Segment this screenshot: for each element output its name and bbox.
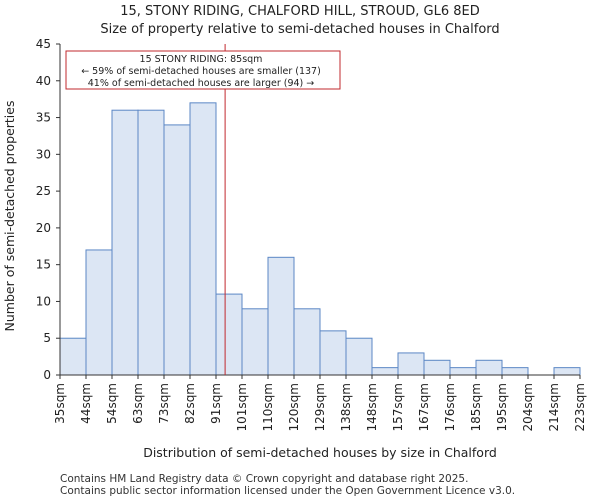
bar-63sqm <box>137 109 165 376</box>
y-tick-label: 5 <box>43 331 51 345</box>
x-tick-label: 195sqm <box>495 383 509 431</box>
bar-185sqm <box>475 359 503 376</box>
y-tick-label: 30 <box>36 147 51 161</box>
chart-subtitle: Size of property relative to semi-detach… <box>100 22 500 37</box>
x-tick-label: 176sqm <box>443 383 457 431</box>
bar-138sqm <box>345 337 373 376</box>
x-tick-label: 148sqm <box>365 383 379 431</box>
x-tick-label: 73sqm <box>157 383 171 424</box>
y-tick-label: 45 <box>36 37 51 51</box>
y-tick-label: 40 <box>36 74 51 88</box>
x-tick-label: 110sqm <box>261 383 275 431</box>
x-tick-label: 120sqm <box>287 383 301 431</box>
annotation-line-1: 15 STONY RIDING: 85sqm <box>140 54 263 65</box>
bar-82sqm <box>189 102 217 376</box>
x-tick-label: 101sqm <box>235 383 249 431</box>
chart-title: 15, STONY RIDING, CHALFORD HILL, STROUD,… <box>120 4 480 19</box>
footer-line-1: Contains HM Land Registry data © Crown c… <box>60 473 469 485</box>
bar-157sqm <box>397 352 425 376</box>
bar-195sqm <box>501 367 529 376</box>
bar-54sqm <box>111 109 139 376</box>
y-tick-label: 0 <box>43 368 51 382</box>
x-tick-label: 91sqm <box>209 383 223 424</box>
bar-44sqm <box>85 249 113 376</box>
x-tick-label: 214sqm <box>547 383 561 431</box>
x-tick-label: 35sqm <box>53 383 67 424</box>
x-tick-label: 157sqm <box>391 383 405 431</box>
y-tick-label: 35 <box>36 111 51 125</box>
footer-line-2: Contains public sector information licen… <box>60 485 516 497</box>
y-tick-label: 20 <box>36 221 51 235</box>
x-tick-label: 82sqm <box>183 383 197 424</box>
x-tick-label: 129sqm <box>313 383 327 431</box>
bar-214sqm <box>553 367 581 376</box>
x-tick-label: 223sqm <box>573 383 587 431</box>
bar-176sqm <box>449 367 477 376</box>
y-tick-label: 25 <box>36 184 51 198</box>
x-tick-label: 185sqm <box>469 383 483 431</box>
x-axis-label: Distribution of semi-detached houses by … <box>143 445 497 460</box>
bar-120sqm <box>293 308 321 376</box>
y-tick-label: 10 <box>36 294 51 308</box>
bar-129sqm <box>319 330 347 376</box>
x-tick-label: 138sqm <box>339 383 353 431</box>
x-tick-label: 204sqm <box>521 383 535 431</box>
x-tick-label: 63sqm <box>131 383 145 424</box>
y-tick-label: 15 <box>36 258 51 272</box>
y-axis-label: Number of semi-detached properties <box>2 101 17 332</box>
x-tick-label: 54sqm <box>105 383 119 424</box>
bar-110sqm <box>267 256 295 376</box>
annotation-line-3: 41% of semi-detached houses are larger (… <box>88 78 315 89</box>
annotation-line-2: ← 59% of semi-detached houses are smalle… <box>81 66 321 77</box>
bar-167sqm <box>423 359 451 376</box>
bar-101sqm <box>241 308 269 376</box>
bar-35sqm <box>59 337 87 376</box>
bar-91sqm <box>215 293 243 376</box>
annotation-box <box>65 50 341 90</box>
bar-148sqm <box>371 367 399 376</box>
x-tick-label: 44sqm <box>79 383 93 424</box>
x-tick-label: 167sqm <box>417 383 431 431</box>
bar-73sqm <box>163 124 191 376</box>
